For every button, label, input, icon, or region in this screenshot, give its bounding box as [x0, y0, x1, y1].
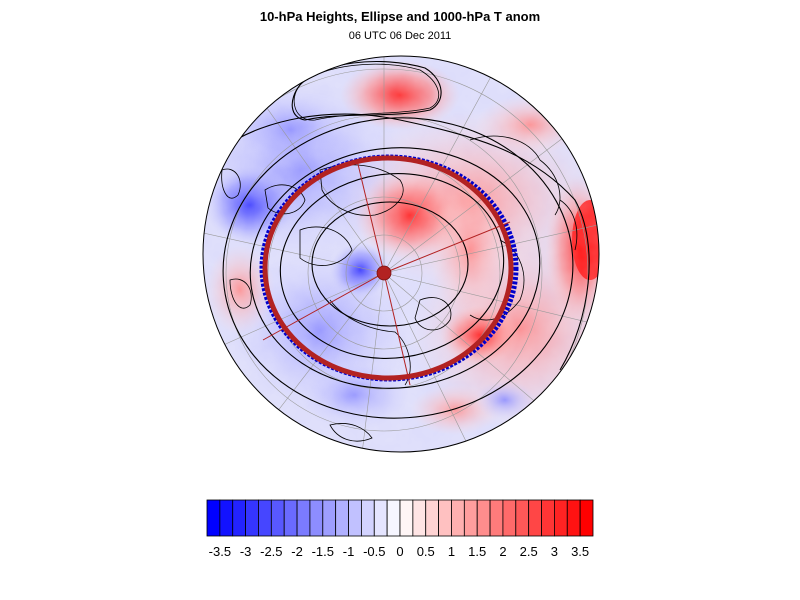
colorbar-box: [232, 499, 246, 537]
colorbar-tick-label: -3.5: [209, 544, 231, 559]
colorbar-tick-label: 3: [551, 544, 558, 559]
colorbar-box: [541, 499, 555, 537]
colorbar-box: [309, 499, 324, 537]
colorbar-tick-label: -2.5: [260, 544, 282, 559]
colorbar-box: [360, 499, 375, 537]
colorbar-tick-label: 1: [448, 544, 455, 559]
colorbar-box: [489, 499, 504, 537]
map-subtitle: 06 UTC 06 Dec 2011: [348, 30, 452, 42]
colorbar-box: [373, 499, 388, 537]
colorbar-tick-label: -2: [291, 544, 303, 559]
colorbar-tick-label: -3: [240, 544, 252, 559]
colorbar-box: [206, 499, 221, 537]
map-title: 10-hPa Heights, Ellipse and 1000-hPa T a…: [259, 9, 541, 24]
colorbar-box: [283, 499, 298, 537]
colorbar-tick-label: 2: [499, 544, 506, 559]
colorbar-boxes: [206, 499, 594, 537]
colorbar-box: [528, 499, 542, 537]
globe-outline: [202, 55, 600, 453]
fitted-ellipse: [262, 155, 514, 381]
colorbar-box: [219, 499, 234, 537]
colorbar-tick-label: -0.5: [363, 544, 385, 559]
colorbar-labels: -3.5 -3 -2.5 -2 -1.5 -1 -0.5 0 0.5 1 1.5 2 2.5 3 3.5: [209, 544, 590, 559]
colorbar-tick-label: 2.5: [520, 544, 538, 559]
colorbar-box: [579, 499, 594, 537]
colorbar-box: [386, 499, 401, 537]
polar-map: [202, 55, 600, 453]
colorbar-box: [515, 499, 530, 537]
colorbar-box: [554, 499, 568, 537]
colorbar-box: [245, 499, 259, 537]
colorbar-tick-label: -1.5: [312, 544, 334, 559]
colorbar-box: [463, 499, 478, 537]
colorbar-tick-label: 3.5: [571, 544, 589, 559]
colorbar-tick-label: -1: [343, 544, 355, 559]
colorbar-tick-label: 0.5: [417, 544, 435, 559]
colorbar-box: [451, 499, 465, 537]
colorbar-box: [322, 499, 337, 537]
colorbar-box: [438, 499, 452, 537]
colorbar-tick-label: 0: [396, 544, 403, 559]
colorbar-box: [412, 499, 427, 537]
colorbar-box: [566, 499, 581, 537]
colorbar-box: [348, 499, 362, 537]
pole-center-marker: [376, 265, 392, 281]
colorbar-box: [296, 499, 311, 537]
colorbar-box: [399, 499, 414, 537]
colorbar-box: [476, 499, 491, 537]
ellipse-axes: [262, 159, 511, 386]
colorbar-box: [258, 499, 272, 537]
colorbar-box: [335, 499, 349, 537]
colorbar-box: [502, 499, 517, 537]
colorbar-box: [270, 499, 285, 537]
height-contours: [219, 60, 590, 419]
colorbar-tick-label: 1.5: [468, 544, 486, 559]
colorbar-box: [425, 499, 440, 537]
